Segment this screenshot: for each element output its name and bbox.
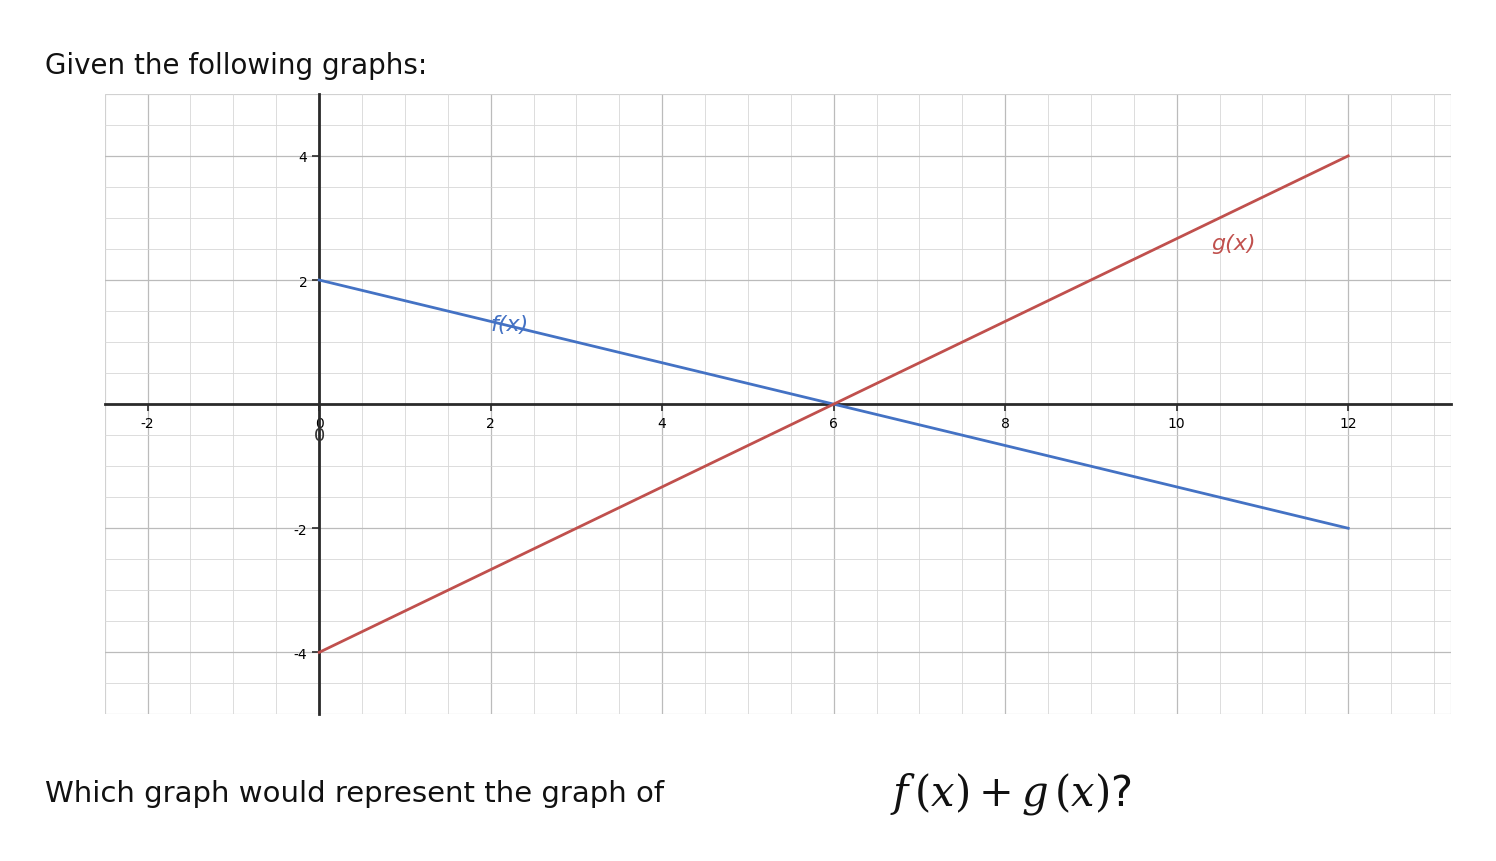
Text: Given the following graphs:: Given the following graphs: [45, 52, 428, 79]
Text: f(x): f(x) [491, 314, 530, 334]
Text: $\mathit{f}\,(\mathit{x}) + \mathit{g}\,(\mathit{x})$?: $\mathit{f}\,(\mathit{x}) + \mathit{g}\,… [890, 771, 1131, 816]
Text: g(x): g(x) [1210, 233, 1255, 254]
Text: 0: 0 [314, 426, 325, 444]
Text: Which graph would represent the graph of: Which graph would represent the graph of [45, 778, 673, 807]
